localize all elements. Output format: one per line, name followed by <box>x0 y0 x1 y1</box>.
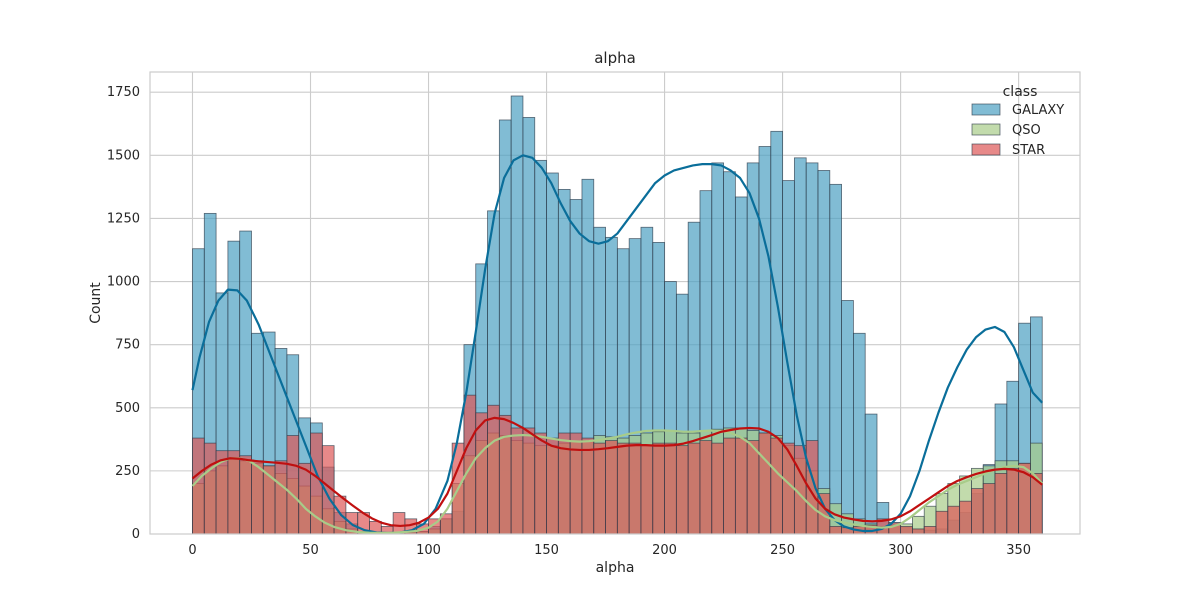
star-bar <box>770 437 783 535</box>
star-bar <box>227 450 241 535</box>
star-bar <box>758 432 772 535</box>
star-bar <box>959 500 972 535</box>
star-bar <box>923 526 937 535</box>
galaxy-bar <box>864 413 878 535</box>
x-tick-label: 50 <box>302 543 319 558</box>
star-bar <box>192 437 205 535</box>
galaxy-bar <box>841 300 854 535</box>
star-bar <box>994 473 1008 535</box>
x-tick-label: 150 <box>534 543 559 558</box>
star-bar <box>687 442 701 535</box>
star-bar <box>675 445 689 535</box>
x-tick-labels: 0 50 100 150 200 250 300 350 <box>188 543 1031 558</box>
qso-legend-label: QSO <box>1012 123 1041 138</box>
y-tick-label: 500 <box>115 401 140 416</box>
star-bar <box>711 442 724 535</box>
star-bar <box>616 442 630 535</box>
x-axis-label: alpha <box>596 560 635 576</box>
galaxy-bar <box>853 332 866 535</box>
star-bar <box>274 460 288 535</box>
y-tick-labels: 0 250 500 750 1000 1250 1500 1750 <box>107 85 140 542</box>
star-bar <box>640 445 654 535</box>
star-bar <box>546 437 559 535</box>
star-bar <box>900 526 913 535</box>
star-bar <box>971 488 984 535</box>
star-bar <box>475 412 488 535</box>
star-bar <box>581 437 595 535</box>
star-bar <box>652 442 665 535</box>
star-bar <box>593 442 606 535</box>
galaxy-legend-label: GALAXY <box>1012 103 1064 118</box>
star-legend-label: STAR <box>1012 143 1045 158</box>
x-tick-label: 350 <box>1006 543 1031 558</box>
legend-title: class <box>1003 84 1038 100</box>
star-bar <box>286 435 300 535</box>
star-bar <box>463 394 477 535</box>
star-bar <box>522 427 536 535</box>
star-bar <box>982 483 996 535</box>
qso-legend-swatch <box>971 123 1001 136</box>
x-tick-label: 300 <box>888 543 913 558</box>
galaxy-bar <box>829 183 842 535</box>
y-tick-label: 1500 <box>107 148 140 163</box>
chart-title: alpha <box>594 49 636 67</box>
x-tick-label: 250 <box>770 543 795 558</box>
star-bar <box>569 432 583 535</box>
qso-kde-line <box>191 429 1044 535</box>
star-bar <box>203 442 217 535</box>
star-legend-swatch <box>971 143 1001 156</box>
star-bar <box>392 512 406 535</box>
star-bar <box>723 437 736 535</box>
y-axis-label: Count <box>88 282 104 324</box>
kde-lines <box>191 154 1044 535</box>
x-tick-label: 100 <box>416 543 441 558</box>
star-bar <box>912 528 925 535</box>
y-tick-label: 0 <box>132 527 140 542</box>
star-bar <box>605 440 618 535</box>
star-bar <box>935 510 949 535</box>
y-tick-label: 1250 <box>107 211 140 226</box>
plot-frame <box>149 71 1081 535</box>
star-kde-line <box>191 416 1043 528</box>
x-tick-label: 0 <box>188 543 196 558</box>
star-bar <box>829 526 842 535</box>
star-bar <box>664 442 677 535</box>
y-tick-label: 1750 <box>107 85 140 100</box>
star-bar <box>1006 467 1020 535</box>
galaxy-legend-swatch <box>971 103 1001 116</box>
galaxy-bar <box>817 170 831 535</box>
star-bar <box>298 462 311 535</box>
star-bar <box>947 505 961 535</box>
star-bar <box>498 414 512 535</box>
y-tick-label: 250 <box>115 464 140 479</box>
star-bar <box>251 460 264 535</box>
x-tick-label: 200 <box>652 543 677 558</box>
legend: class GALAXY QSO STAR <box>971 84 1064 158</box>
y-tick-label: 750 <box>115 338 140 353</box>
y-tick-label: 1000 <box>107 275 140 290</box>
star-bar <box>734 437 748 535</box>
star-bar <box>510 427 524 535</box>
star-bar <box>699 440 713 535</box>
galaxy-kde-line <box>191 154 1044 535</box>
star-bar <box>746 440 760 535</box>
star-bar <box>487 404 500 535</box>
star-bar <box>628 442 642 535</box>
star-bar <box>239 455 252 535</box>
star-bar <box>534 432 547 535</box>
